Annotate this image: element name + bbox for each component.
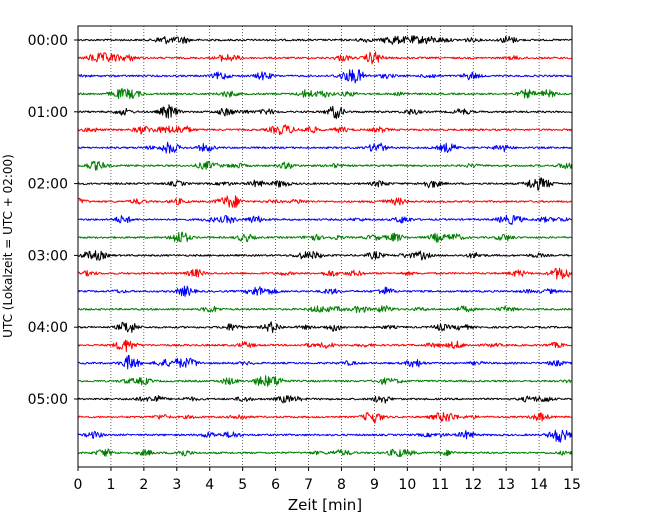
seismogram-trace — [77, 250, 572, 261]
seismogram-trace — [77, 214, 572, 225]
y-tick-label: 02:00 — [28, 177, 68, 193]
y-axis-label: UTC (Lokalzeit = UTC + 02:00) — [1, 154, 15, 338]
x-tick-label: 14 — [530, 477, 548, 493]
x-tick-label: 6 — [271, 477, 280, 493]
seismogram-trace — [77, 267, 572, 280]
x-tick-label: 5 — [238, 477, 247, 493]
seismogram-trace — [77, 104, 572, 120]
y-tick-label: 00:00 — [28, 33, 68, 49]
y-tick-label: 01:00 — [28, 105, 68, 121]
x-tick-label: 9 — [370, 477, 379, 493]
seismogram-trace — [77, 285, 572, 297]
x-tick-label: 3 — [172, 477, 181, 493]
seismogram-trace — [77, 395, 572, 404]
x-tick-label: 2 — [139, 477, 148, 493]
x-tick-label: 1 — [106, 477, 115, 493]
seismogram-trace — [77, 321, 572, 334]
x-tick-label: 10 — [398, 477, 416, 493]
x-tick-label: 7 — [304, 477, 313, 493]
seismogram-trace — [77, 412, 572, 424]
trace-lines — [77, 35, 572, 458]
x-axis-ticks: 0 1 2 3 4 5 6 7 8 9 10 11 12 13 14 15 — [74, 467, 581, 493]
x-tick-label: 0 — [74, 477, 83, 493]
x-axis-label: Zeit [min] — [288, 496, 362, 514]
seismogram-trace — [77, 448, 572, 458]
seismogram-trace — [77, 69, 572, 84]
seismogram-trace — [77, 231, 572, 243]
seismogram-trace — [77, 51, 572, 65]
seismogram-trace — [77, 35, 572, 45]
seismogram-trace — [77, 339, 572, 353]
x-tick-label: 11 — [431, 477, 449, 493]
x-tick-label: 12 — [464, 477, 482, 493]
y-axis-ticks: 00:00 01:00 02:00 03:00 04:00 05:00 — [28, 33, 78, 408]
seismogram-trace — [77, 429, 572, 443]
seismogram-trace — [77, 124, 572, 136]
seismogram-trace — [77, 141, 572, 154]
grid-lines — [110, 26, 540, 467]
x-tick-label: 4 — [205, 477, 214, 493]
seismogram-trace — [77, 354, 572, 370]
x-tick-label: 13 — [497, 477, 515, 493]
plot-frame — [77, 25, 573, 468]
y-tick-label: 03:00 — [28, 248, 68, 264]
seismogram-trace — [77, 195, 572, 208]
x-tick-label: 8 — [337, 477, 346, 493]
x-tick-label: 15 — [563, 477, 581, 493]
seismogram-trace — [77, 177, 572, 191]
seismogram-trace — [77, 305, 572, 314]
y-tick-label: 04:00 — [28, 320, 68, 336]
seismogram-trace — [77, 88, 572, 100]
seismogram-trace — [77, 160, 572, 171]
seismogram-trace — [77, 375, 572, 387]
y-tick-label: 05:00 — [28, 392, 68, 408]
